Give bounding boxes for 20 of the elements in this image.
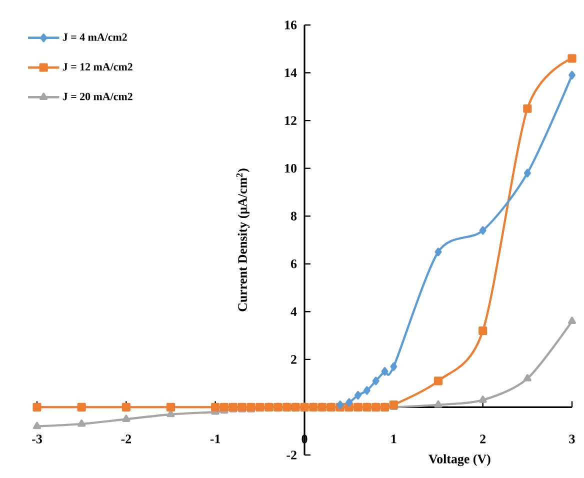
y-tick-label: 8 [290,212,297,220]
legend-label: J = 12 mA/cm2 [62,63,132,71]
x-tick-label: -1 [210,434,220,444]
x-tick-label: -2 [121,434,132,444]
y-tick-label: 16 [285,20,297,30]
x-axis-title: Voltage (V) [428,454,490,466]
y-tick-label: -2 [286,450,296,460]
legend-label: J = 20 mA/cm2 [62,92,132,100]
x-tick-label: 3 [569,434,575,444]
x-tick-label: 1 [391,434,396,444]
y-tick-label: 14 [285,68,297,78]
y-tick-label: 2 [291,355,296,364]
y-tick-label: 6 [290,260,297,268]
x-tick-label: -3 [32,434,42,444]
y-tick-label: 12 [285,116,296,125]
x-tick-label: 2 [480,434,486,444]
legend-label: J = 4 mA/cm2 [62,33,127,41]
y-tick-label: 10 [285,164,297,173]
y-axis-title: Current Density (μA/cm$^{2}$) [236,168,250,312]
y-tick-label: 4 [290,307,297,316]
